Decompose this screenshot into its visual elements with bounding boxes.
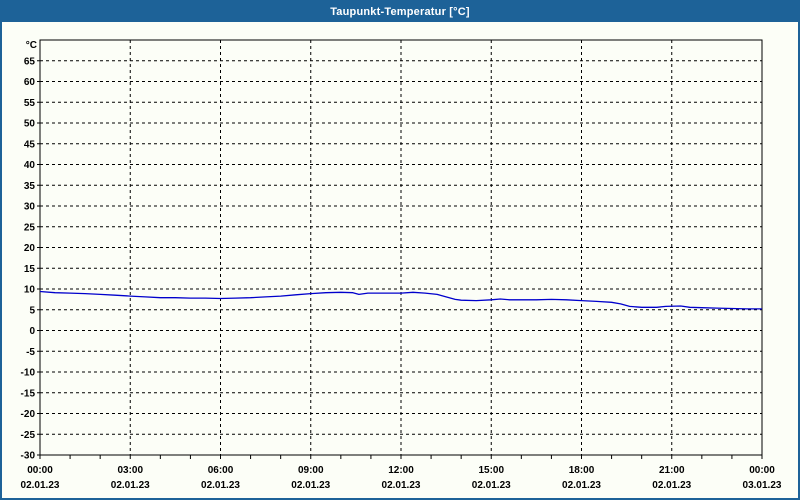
x-tick-date-label: 02.01.23 [382,480,421,491]
y-tick-label: 40 [24,160,36,171]
y-tick-label: 10 [24,285,36,296]
y-tick-label: 55 [24,98,36,109]
y-tick-label: -15 [21,388,36,399]
x-tick-time-label: 21:00 [659,465,685,476]
y-tick-label: 60 [24,77,36,88]
x-tick-time-label: 15:00 [478,465,504,476]
y-tick-label: 5 [29,305,35,316]
x-tick-time-label: 12:00 [388,465,414,476]
y-tick-label: -25 [21,430,36,441]
y-tick-label: 30 [24,202,36,213]
y-tick-label: 35 [24,181,36,192]
y-tick-label: 20 [24,243,36,254]
y-tick-label: -30 [21,451,36,462]
x-tick-date-label: 02.01.23 [291,480,330,491]
x-tick-date-label: 02.01.23 [472,480,511,491]
y-tick-label: -10 [21,368,36,379]
x-tick-time-label: 18:00 [569,465,595,476]
x-tick-time-label: 03:00 [117,465,143,476]
window-title-bar[interactable]: Taupunkt-Temperatur [°C] [2,2,798,22]
x-tick-date-label: 03.01.23 [743,480,782,491]
x-tick-date-label: 02.01.23 [652,480,691,491]
x-tick-time-label: 00:00 [749,465,775,476]
y-tick-label: 25 [24,222,36,233]
y-tick-label: 65 [24,56,36,67]
x-tick-date-label: 02.01.23 [562,480,601,491]
y-tick-label: 45 [24,139,36,150]
y-tick-label: 50 [24,119,36,130]
y-tick-label: -5 [26,347,35,358]
x-tick-time-label: 00:00 [27,465,53,476]
plot-border [39,39,763,456]
y-axis-unit-label: °C [26,40,37,51]
y-tick-label: -20 [21,409,36,420]
y-tick-label: 15 [24,264,36,275]
data-line [39,290,762,310]
x-tick-date-label: 02.01.23 [21,480,60,491]
y-tick-label: 0 [29,326,35,337]
x-tick-time-label: 06:00 [208,465,234,476]
x-tick-date-label: 02.01.23 [111,480,150,491]
window-title: Taupunkt-Temperatur [°C] [330,6,470,18]
x-tick-date-label: 02.01.23 [201,480,240,491]
x-tick-time-label: 09:00 [298,465,324,476]
